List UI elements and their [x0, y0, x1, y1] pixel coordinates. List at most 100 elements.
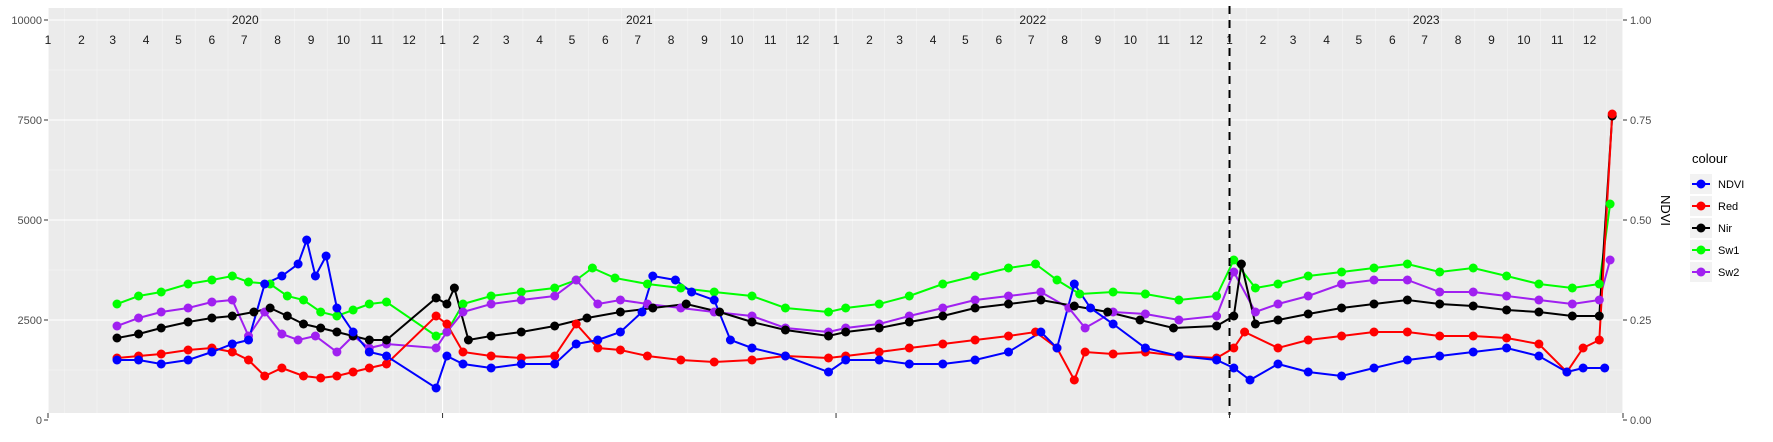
data-point-nir	[1229, 311, 1239, 321]
data-point-red	[571, 319, 581, 329]
data-point-ndvi	[1435, 351, 1445, 361]
year-label: 2021	[626, 13, 653, 27]
data-point-red	[1435, 331, 1445, 341]
data-point-red	[1273, 343, 1283, 353]
month-label: 4	[1323, 33, 1330, 47]
month-label: 9	[308, 33, 315, 47]
data-point-ndvi	[648, 271, 658, 281]
data-point-red	[970, 335, 980, 345]
legend-title: colour	[1692, 151, 1728, 166]
data-point-sw1	[610, 273, 620, 283]
data-point-nir	[249, 307, 259, 317]
data-point-sw1	[642, 279, 652, 289]
data-point-ndvi	[1337, 371, 1347, 381]
data-point-ndvi	[938, 359, 948, 369]
month-label: 8	[1455, 33, 1462, 47]
data-point-sw2	[1036, 287, 1046, 297]
data-point-ndvi	[1245, 375, 1255, 385]
data-point-red	[332, 371, 342, 381]
month-label: 3	[1290, 33, 1297, 47]
y-tick-label: 10000	[11, 15, 42, 27]
data-point-sw1	[299, 295, 308, 305]
data-point-nir	[1135, 315, 1145, 325]
data-point-ndvi	[321, 251, 331, 261]
data-point-sw1	[1174, 295, 1184, 305]
data-point-sw1	[134, 291, 144, 301]
data-point-red	[1080, 347, 1090, 357]
data-point-sw2	[1303, 291, 1313, 301]
data-point-ndvi	[1468, 347, 1478, 357]
month-label: 6	[1389, 33, 1396, 47]
data-point-nir	[332, 327, 342, 337]
data-point-sw2	[1567, 299, 1577, 309]
data-point-sw1	[841, 303, 851, 313]
data-point-red	[156, 349, 166, 359]
data-point-sw1	[244, 277, 253, 287]
month-label: 5	[569, 33, 576, 47]
data-point-sw2	[1435, 287, 1445, 297]
data-point-sw1	[1004, 263, 1013, 273]
data-point-ndvi	[725, 335, 735, 345]
data-point-red	[277, 363, 287, 373]
data-point-ndvi	[874, 355, 884, 365]
data-point-sw2	[1468, 287, 1478, 297]
month-label: 2	[1260, 33, 1267, 47]
data-point-nir	[582, 313, 592, 323]
data-point-nir	[747, 317, 757, 327]
data-point-sw2	[183, 303, 193, 313]
data-point-sw2	[112, 321, 122, 331]
data-point-sw1	[227, 271, 237, 281]
data-point-sw2	[593, 299, 603, 309]
data-point-nir	[516, 327, 526, 337]
data-point-ndvi	[550, 359, 560, 369]
data-point-sw1	[1108, 287, 1118, 297]
data-point-sw2	[332, 347, 342, 357]
data-point-ndvi	[332, 303, 342, 313]
data-point-nir	[382, 335, 391, 345]
data-point-ndvi	[571, 339, 581, 349]
month-label: 8	[274, 33, 281, 47]
data-point-sw1	[1468, 263, 1478, 273]
data-point-sw1	[431, 331, 441, 341]
data-point-sw2	[431, 343, 441, 353]
data-point-ndvi	[442, 351, 452, 361]
data-point-red	[1402, 327, 1412, 337]
data-point-ndvi	[1108, 319, 1118, 329]
data-point-ndvi	[1036, 327, 1046, 337]
data-point-ndvi	[310, 271, 320, 281]
data-point-ndvi	[1578, 363, 1588, 373]
data-point-sw2	[458, 307, 468, 317]
month-label: 10	[730, 33, 744, 47]
data-point-nir	[463, 335, 473, 345]
data-point-red	[1578, 343, 1588, 353]
y-tick-label: 5000	[18, 215, 42, 227]
data-point-nir	[1502, 305, 1512, 315]
month-label: 10	[337, 33, 351, 47]
data-point-sw2	[1273, 299, 1283, 309]
y-tick-label: 7500	[18, 115, 42, 127]
data-point-sw2	[1502, 291, 1512, 301]
data-point-red	[1468, 331, 1478, 341]
data-point-nir	[841, 327, 851, 337]
month-label: 5	[962, 33, 969, 47]
data-point-red	[183, 345, 193, 355]
x-axis	[47, 413, 1624, 418]
major-grid	[47, 8, 1624, 421]
data-point-sw2	[227, 295, 237, 305]
data-point-sw1	[332, 311, 342, 321]
data-point-sw1	[1212, 291, 1222, 301]
data-point-ndvi	[670, 275, 680, 285]
month-label: 11	[371, 33, 384, 47]
data-point-ndvi	[277, 271, 287, 281]
legend-label: Sw2	[1718, 267, 1739, 279]
legend-label: Nir	[1718, 223, 1732, 235]
data-point-ndvi	[824, 367, 833, 377]
data-point-sw2	[970, 295, 980, 305]
data-point-nir	[648, 303, 658, 313]
data-point-sw2	[1402, 275, 1412, 285]
data-point-nir	[442, 299, 452, 309]
data-point-red	[1607, 109, 1617, 119]
data-point-ndvi	[709, 295, 719, 305]
data-point-sw2	[207, 297, 217, 307]
